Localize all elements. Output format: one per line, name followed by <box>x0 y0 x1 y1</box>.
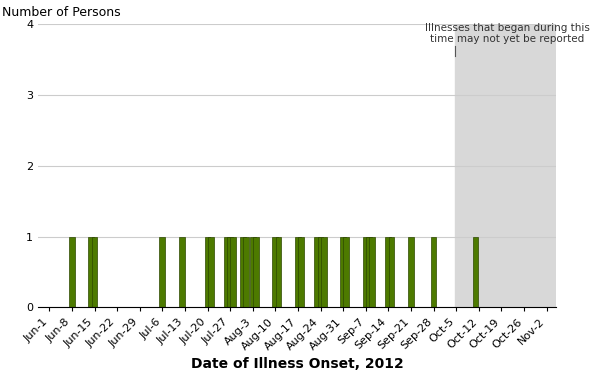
Text: Number of Persons: Number of Persons <box>2 6 121 19</box>
Bar <box>363 237 368 307</box>
Bar <box>295 237 301 307</box>
Bar <box>244 237 249 307</box>
Bar <box>385 237 391 307</box>
Bar <box>340 237 346 307</box>
Bar <box>253 237 259 307</box>
Bar <box>227 237 233 307</box>
Bar <box>455 25 559 307</box>
Bar <box>366 237 372 307</box>
Bar <box>240 237 246 307</box>
Bar <box>369 237 375 307</box>
Bar <box>250 237 256 307</box>
Bar <box>343 237 349 307</box>
Bar <box>160 237 165 307</box>
Bar <box>408 237 414 307</box>
Bar <box>317 237 323 307</box>
Bar <box>230 237 236 307</box>
Bar <box>208 237 214 307</box>
Text: Illnesses that began during this
time may not yet be reported: Illnesses that began during this time ma… <box>425 23 589 44</box>
Bar <box>272 237 278 307</box>
Bar <box>224 237 230 307</box>
Bar <box>88 237 94 307</box>
X-axis label: Date of Illness Onset, 2012: Date of Illness Onset, 2012 <box>191 357 404 371</box>
Bar <box>321 237 326 307</box>
Bar <box>473 237 478 307</box>
Bar <box>431 237 436 307</box>
Bar <box>69 237 75 307</box>
Bar <box>92 237 97 307</box>
Bar <box>314 237 320 307</box>
Bar <box>298 237 304 307</box>
Bar <box>275 237 281 307</box>
Bar <box>389 237 394 307</box>
Bar <box>205 237 211 307</box>
Bar <box>179 237 185 307</box>
